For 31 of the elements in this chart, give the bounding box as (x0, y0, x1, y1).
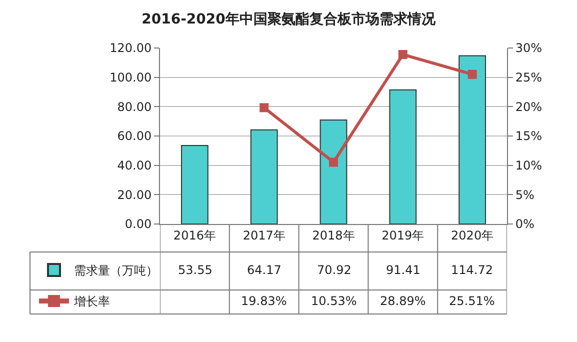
data-label: 91.41 (386, 263, 420, 277)
data-label: 70.92 (317, 263, 352, 277)
x-tick-label: 2018年 (312, 228, 355, 242)
x-tick-label: 2016年 (173, 228, 216, 242)
data-label: 53.55 (178, 263, 212, 277)
y2-tick-label: 15% (515, 129, 542, 144)
y-tick-label: 80.00 (117, 100, 152, 114)
data-label: 114.72 (451, 263, 493, 277)
y-tick-label: 20.00 (117, 188, 152, 202)
y-tick-label: 0.00 (124, 217, 152, 232)
data-label: 25.51% (449, 294, 495, 308)
x-tick-label: 2017年 (242, 228, 286, 242)
data-label: 19.83% (241, 294, 287, 308)
data-label: 10.53% (311, 294, 357, 308)
legend-label: 增长率 (73, 294, 110, 309)
y2-tick-label: 5% (515, 188, 534, 202)
y-tick-label: 120.00 (110, 41, 152, 56)
legend-label: 需求量（万吨） (74, 264, 158, 278)
y2-tick-label: 25% (515, 70, 542, 85)
y-tick-label: 100.00 (110, 70, 152, 85)
y-tick-label: 60.00 (117, 129, 152, 144)
x-tick-label: 2020年 (451, 228, 494, 242)
x-tick-label: 2019年 (382, 228, 424, 242)
data-label: 28.89% (380, 294, 426, 308)
chart-title: 2016-2020年中国聚氨酯复合板市场需求情况 (142, 10, 436, 28)
y-tick-label: 40.00 (117, 158, 152, 173)
y2-tick-label: 10% (515, 158, 542, 173)
y2-tick-label: 30% (515, 41, 542, 56)
y2-tick-label: 20% (515, 100, 542, 114)
y2-tick-label: 0% (515, 217, 534, 232)
data-label: 64.17 (247, 263, 282, 277)
